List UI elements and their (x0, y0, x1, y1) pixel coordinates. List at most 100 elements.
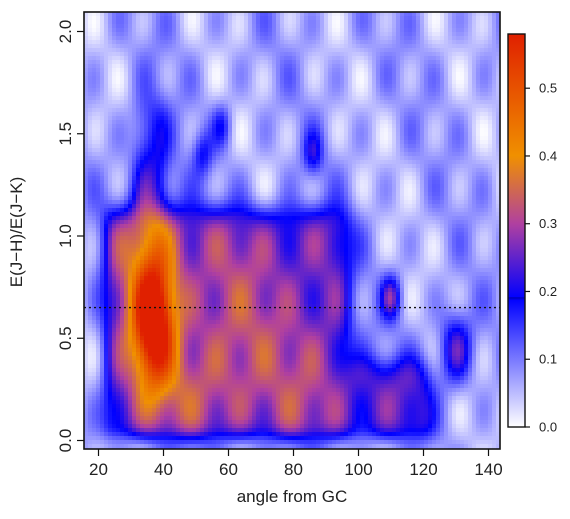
heatmap-cell (256, 112, 261, 117)
heatmap-cell (96, 16, 101, 21)
heatmap-cell (344, 120, 349, 125)
heatmap-cell (240, 172, 245, 177)
heatmap-cell (308, 80, 313, 85)
heatmap-cell (204, 120, 209, 125)
heatmap-cell (256, 68, 261, 73)
heatmap-cell (292, 128, 297, 133)
heatmap-cell (408, 96, 413, 101)
heatmap-cell (84, 156, 89, 161)
heatmap-cell (164, 48, 169, 53)
heatmap-cell (280, 188, 285, 193)
heatmap-cell (444, 44, 449, 49)
heatmap-cell (324, 192, 329, 197)
heatmap-cell (340, 56, 345, 61)
heatmap-cell (116, 88, 121, 93)
heatmap-cell (208, 164, 213, 169)
heatmap-cell (248, 200, 253, 205)
heatmap-cell (236, 92, 241, 97)
heatmap-cell (136, 76, 141, 81)
heatmap-cell (104, 164, 109, 169)
heatmap-cell (296, 180, 301, 185)
heatmap-cell (268, 84, 273, 89)
heatmap-cell (276, 80, 281, 85)
heatmap-cell (212, 120, 217, 125)
heatmap-cell (196, 156, 201, 161)
heatmap-cell (112, 16, 117, 21)
heatmap-cell (100, 168, 105, 173)
heatmap-cell (184, 32, 189, 37)
heatmap-cell (192, 108, 197, 113)
heatmap-cell (380, 84, 385, 89)
heatmap-cell (460, 168, 465, 173)
heatmap-cell (396, 188, 401, 193)
heatmap-cell (376, 200, 381, 205)
heatmap-cell (272, 56, 277, 61)
heatmap-cell (432, 64, 437, 69)
heatmap-cell (216, 16, 221, 21)
heatmap-cell (372, 156, 377, 161)
heatmap-cell (96, 84, 101, 89)
heatmap-cell (292, 164, 297, 169)
heatmap-cell (148, 40, 153, 45)
heatmap-cell (436, 48, 441, 53)
heatmap-cell (196, 148, 201, 153)
heatmap-cell (244, 60, 249, 65)
heatmap-cell (284, 108, 289, 113)
heatmap-cell (104, 100, 109, 105)
heatmap-cell (92, 184, 97, 189)
heatmap-cell (268, 16, 273, 21)
heatmap-cell (412, 28, 417, 33)
heatmap-cell (128, 56, 133, 61)
heatmap-cell (396, 160, 401, 165)
heatmap-cell (140, 16, 145, 21)
heatmap-cell (116, 84, 121, 89)
heatmap-cell (204, 40, 209, 45)
heatmap-cell (216, 80, 221, 85)
heatmap-cell (436, 96, 441, 101)
heatmap-cell (96, 192, 101, 197)
heatmap-cell (476, 108, 481, 113)
heatmap-cell (404, 160, 409, 165)
heatmap-cell (332, 80, 337, 85)
heatmap-cell (100, 180, 105, 185)
heatmap-cell (280, 100, 285, 105)
heatmap-cell (380, 144, 385, 149)
heatmap-cell (340, 32, 345, 37)
heatmap-cell (208, 52, 213, 57)
heatmap-cell (164, 128, 169, 133)
heatmap-cell (92, 96, 97, 101)
heatmap-cell (100, 72, 105, 77)
heatmap-cell (472, 84, 477, 89)
heatmap-cell (200, 132, 205, 137)
heatmap-cell (392, 56, 397, 61)
heatmap-cell (120, 156, 125, 161)
heatmap-cell (160, 12, 165, 17)
heatmap-cell (460, 52, 465, 57)
heatmap-cell (176, 156, 181, 161)
heatmap-cell (436, 112, 441, 117)
heatmap-cell (100, 36, 105, 41)
heatmap-cell (144, 56, 149, 61)
heatmap-cell (444, 72, 449, 77)
heatmap-cell (120, 44, 125, 49)
heatmap-cell (400, 140, 405, 145)
heatmap-cell (464, 164, 469, 169)
heatmap-cell (124, 32, 129, 37)
heatmap-cell (192, 156, 197, 161)
heatmap-cell (424, 196, 429, 201)
heatmap-cell (256, 164, 261, 169)
heatmap-cell (392, 72, 397, 77)
heatmap-cell (280, 52, 285, 57)
heatmap-cell (228, 156, 233, 161)
heatmap-cell (468, 84, 473, 89)
heatmap-cell (136, 40, 141, 45)
heatmap-cell (336, 168, 341, 173)
heatmap-cell (308, 16, 313, 21)
heatmap-cell (272, 188, 277, 193)
heatmap-cell (272, 12, 277, 17)
heatmap-cell (132, 16, 137, 21)
heatmap-cell (328, 40, 333, 45)
heatmap-cell (444, 120, 449, 125)
heatmap-cell (416, 116, 421, 121)
heatmap-cell (252, 36, 257, 41)
